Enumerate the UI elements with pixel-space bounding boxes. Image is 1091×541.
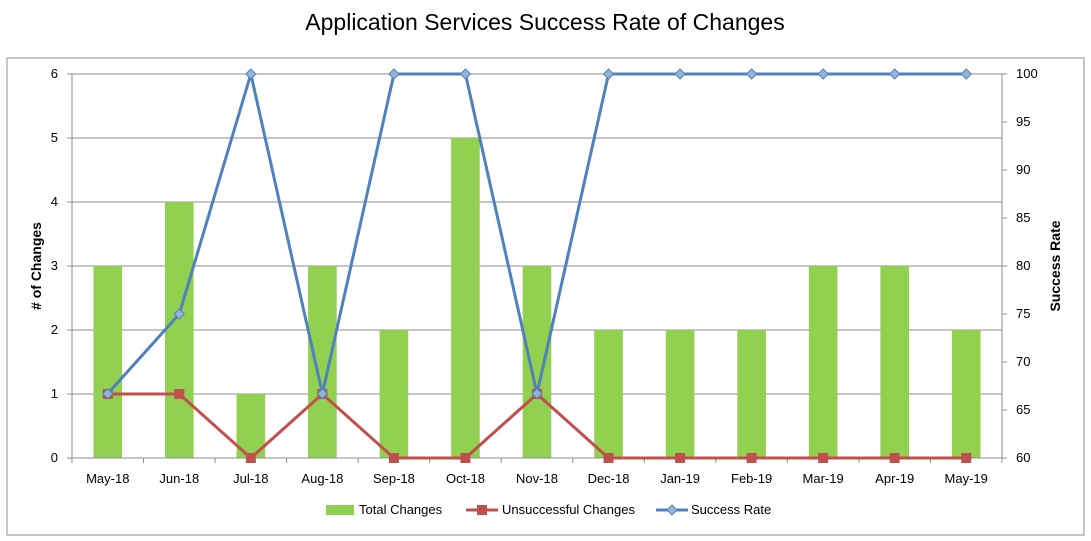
bar xyxy=(522,266,552,458)
y-tick-label: 3 xyxy=(51,258,58,273)
chart-title: Application Services Success Rate of Cha… xyxy=(305,9,784,35)
point-success-rate xyxy=(316,387,329,400)
point-success-rate xyxy=(674,68,686,80)
point-unsuccessful-changes xyxy=(818,453,829,463)
y-tick-label: 0 xyxy=(51,450,58,465)
point-success-rate xyxy=(102,387,114,400)
y2-axis-title: Success Rate xyxy=(1047,220,1063,311)
bar xyxy=(808,266,838,458)
x-tick-label: Dec-18 xyxy=(588,471,630,486)
y-tick-label: 6 xyxy=(51,66,58,81)
chart-border xyxy=(6,57,1085,536)
point-unsuccessful-changes xyxy=(889,453,900,463)
legend-label: Success Rate xyxy=(691,502,771,517)
x-tick-label: May-18 xyxy=(86,471,129,486)
y-tick-label: 2 xyxy=(51,322,58,337)
x-tick-label: Oct-18 xyxy=(446,471,485,486)
y2-tick-label: 80 xyxy=(1016,258,1030,273)
y-tick-label: 4 xyxy=(51,194,58,209)
x-tick-label: Jan-19 xyxy=(660,471,700,486)
legend-label: Unsuccessful Changes xyxy=(502,502,635,517)
bar xyxy=(737,330,766,458)
y2-tick-label: 60 xyxy=(1016,450,1030,465)
bar xyxy=(594,330,623,458)
point-unsuccessful-changes xyxy=(746,453,757,463)
legend-marker-success-rate xyxy=(666,504,678,516)
legend: Total Changes Unsuccessful Changes Success… xyxy=(326,502,771,517)
x-tick-label: Sep-18 xyxy=(373,471,415,486)
y-tick-label: 5 xyxy=(51,130,58,145)
point-unsuccessful-changes xyxy=(961,453,972,463)
y2-tick-label: 70 xyxy=(1016,354,1030,369)
point-success-rate xyxy=(602,68,615,80)
legend-label: Total Changes xyxy=(359,502,443,517)
y2-tick-label: 95 xyxy=(1016,114,1030,129)
point-success-rate xyxy=(531,387,543,400)
y2-tick-label: 85 xyxy=(1016,210,1030,225)
bar xyxy=(379,330,409,458)
point-success-rate xyxy=(459,68,472,80)
point-success-rate xyxy=(173,308,186,320)
y2-tick-label: 100 xyxy=(1016,66,1038,81)
point-unsuccessful-changes xyxy=(460,453,471,463)
bar xyxy=(951,330,981,458)
y2-tick-label: 65 xyxy=(1016,402,1030,417)
line-series xyxy=(102,68,972,463)
point-unsuccessful-changes xyxy=(675,453,686,463)
bar xyxy=(236,394,266,458)
y2-tick-label: 90 xyxy=(1016,162,1030,177)
legend-swatch-total-changes xyxy=(326,505,354,515)
point-success-rate xyxy=(245,68,257,80)
legend-marker-unsuccessful-changes xyxy=(477,505,487,515)
y-axis-title: # of Changes xyxy=(28,222,44,310)
bar xyxy=(665,330,695,458)
bar xyxy=(93,266,123,458)
y-tick-label: 1 xyxy=(51,386,58,401)
x-tick-label: Mar-19 xyxy=(803,471,844,486)
point-success-rate xyxy=(388,68,400,80)
point-unsuccessful-changes xyxy=(603,453,614,463)
x-tick-label: Jun-18 xyxy=(159,471,199,486)
bar xyxy=(165,202,194,458)
tick-labels: 0 1 2 3 4 5 6 60 65 70 75 80 85 90 95 100 May-18 Jun-18 Ju… xyxy=(51,66,1038,486)
bar xyxy=(308,266,337,458)
point-success-rate xyxy=(745,68,758,80)
bar xyxy=(451,138,480,458)
x-tick-label: May-19 xyxy=(945,471,988,486)
point-unsuccessful-changes xyxy=(388,453,399,463)
x-tick-label: Feb-19 xyxy=(731,471,772,486)
x-tick-label: Nov-18 xyxy=(516,471,558,486)
point-unsuccessful-changes xyxy=(245,453,256,463)
bar-series-total-changes xyxy=(93,138,981,458)
point-success-rate xyxy=(817,68,829,80)
x-tick-label: Apr-19 xyxy=(875,471,914,486)
x-tick-label: Aug-18 xyxy=(301,471,343,486)
point-unsuccessful-changes xyxy=(174,389,185,399)
y2-tick-label: 75 xyxy=(1016,306,1030,321)
point-success-rate xyxy=(888,68,901,80)
bar xyxy=(880,266,909,458)
x-tick-label: Jul-18 xyxy=(233,471,268,486)
point-success-rate xyxy=(960,68,972,80)
